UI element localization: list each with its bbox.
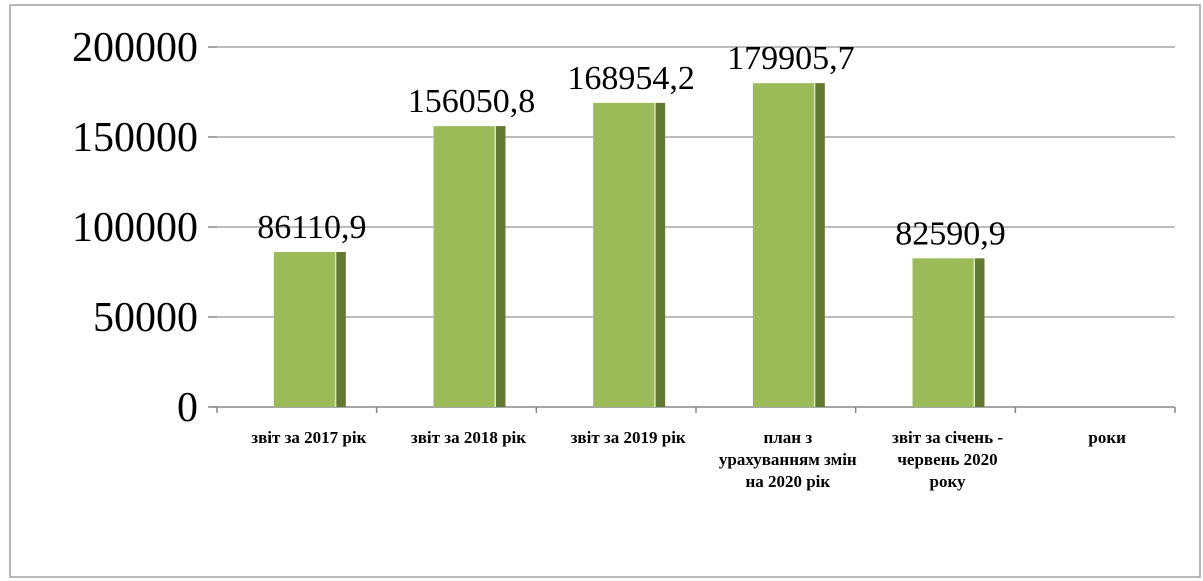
bar-side — [655, 102, 666, 407]
y-tick-label: 0 — [177, 385, 198, 431]
bar — [593, 102, 666, 407]
data-label: 179905,7 — [727, 40, 855, 77]
bar — [912, 258, 985, 407]
data-label: 86110,9 — [257, 209, 366, 246]
bar-edge — [654, 102, 656, 407]
y-tick-label: 200000 — [72, 25, 198, 71]
x-tick-label: звіт за 2019 рік — [570, 428, 686, 447]
x-tick-label: звіт за січень - червень 2020 року — [891, 428, 1003, 491]
y-tick-label: 150000 — [72, 115, 198, 161]
bar-edge — [973, 258, 975, 407]
chart-border — [9, 4, 1201, 578]
data-label: 168954,2 — [567, 60, 695, 97]
bar-face — [752, 83, 815, 407]
bar-face — [912, 258, 975, 407]
y-tick-label: 100000 — [72, 205, 198, 251]
x-tick-label: роки — [1088, 428, 1126, 447]
bar-face — [593, 102, 656, 407]
bar-edge — [334, 252, 337, 407]
bar-side — [495, 126, 506, 408]
data-label: 82590,9 — [895, 215, 1006, 252]
x-tick-label: звіт за 2018 рік — [410, 428, 527, 447]
x-tick-label: звіт за 2017 рік — [251, 428, 367, 447]
bar-side — [335, 252, 346, 407]
bar-side — [814, 83, 825, 407]
y-tick-label: 50000 — [93, 295, 198, 341]
bar — [273, 252, 346, 407]
bar-edge — [813, 83, 816, 407]
bar — [433, 126, 506, 408]
bar-face — [273, 252, 336, 407]
bar — [752, 83, 825, 407]
bar-face — [433, 126, 496, 408]
bar-side — [974, 258, 985, 407]
bar-edge — [494, 126, 496, 408]
data-label: 156050,8 — [408, 83, 536, 120]
x-tick-label: план з урахуванням змін на 2020 рік — [718, 428, 857, 491]
